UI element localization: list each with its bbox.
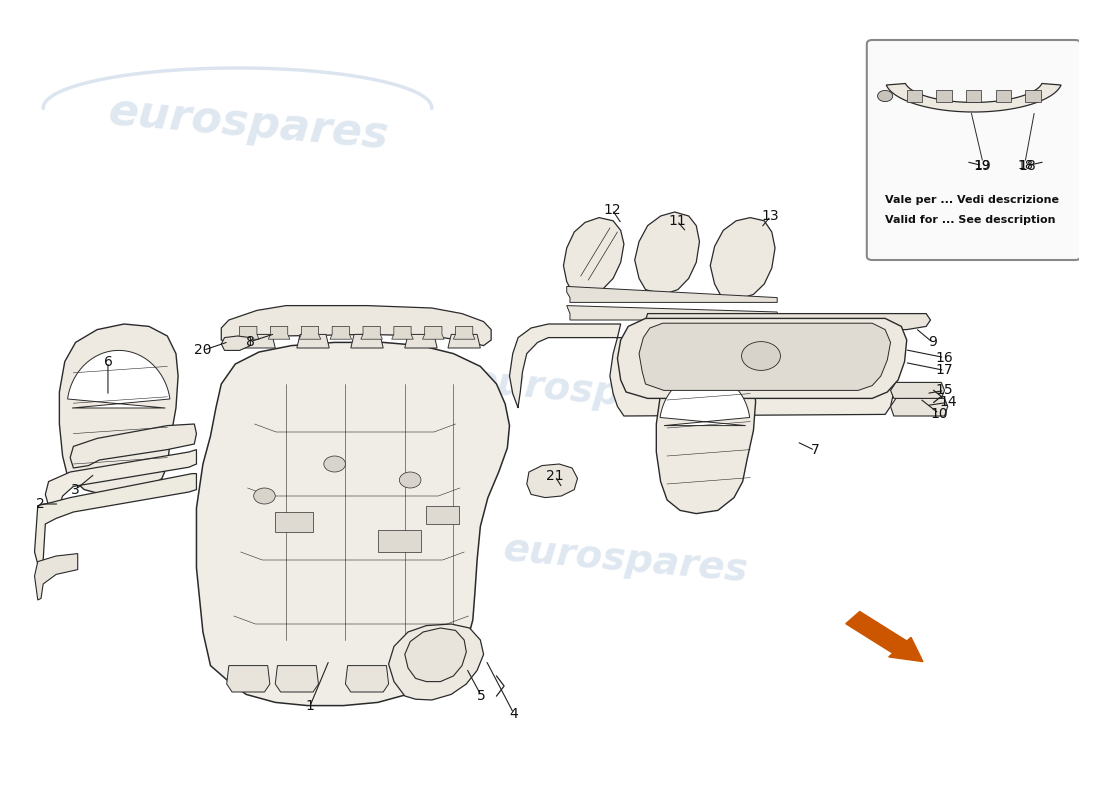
Bar	[377, 530, 421, 552]
Polygon shape	[887, 83, 1062, 112]
Circle shape	[878, 90, 893, 102]
Polygon shape	[227, 666, 270, 692]
Bar	[1025, 90, 1041, 102]
FancyArrow shape	[846, 611, 923, 662]
Polygon shape	[361, 326, 383, 339]
Polygon shape	[197, 342, 509, 706]
Bar	[427, 506, 459, 524]
Circle shape	[399, 472, 421, 488]
Text: 18: 18	[1019, 158, 1036, 173]
Text: Valid for ... See description: Valid for ... See description	[886, 215, 1056, 225]
Polygon shape	[297, 334, 329, 348]
Text: 10: 10	[931, 406, 948, 421]
Circle shape	[741, 342, 780, 370]
Polygon shape	[639, 323, 891, 390]
Polygon shape	[566, 286, 778, 302]
Polygon shape	[351, 334, 383, 348]
Bar	[906, 90, 922, 102]
Polygon shape	[566, 306, 778, 320]
Text: 13: 13	[762, 209, 780, 223]
Polygon shape	[243, 334, 275, 348]
Text: eurospares: eurospares	[470, 362, 718, 422]
Text: 15: 15	[936, 383, 954, 398]
Text: 8: 8	[246, 334, 255, 349]
Circle shape	[254, 488, 275, 504]
Text: eurospares: eurospares	[502, 530, 750, 590]
Polygon shape	[45, 450, 197, 506]
Polygon shape	[392, 326, 414, 339]
Text: 17: 17	[936, 363, 954, 378]
Text: 21: 21	[546, 469, 563, 483]
Polygon shape	[59, 324, 178, 494]
Text: 16: 16	[936, 350, 954, 365]
Text: Vale per ... Vedi descrizione: Vale per ... Vedi descrizione	[886, 195, 1059, 205]
Polygon shape	[646, 314, 931, 330]
Text: 12: 12	[603, 202, 620, 217]
Polygon shape	[34, 474, 197, 564]
Polygon shape	[221, 306, 491, 346]
Polygon shape	[711, 218, 776, 300]
Polygon shape	[221, 336, 251, 350]
Text: 19: 19	[975, 159, 990, 172]
Text: 9: 9	[928, 335, 937, 350]
Polygon shape	[405, 334, 437, 348]
Polygon shape	[660, 374, 750, 426]
Polygon shape	[238, 326, 260, 339]
Polygon shape	[34, 554, 78, 600]
Bar	[936, 90, 952, 102]
Text: 4: 4	[509, 706, 518, 721]
Polygon shape	[635, 212, 700, 294]
Text: 18: 18	[1018, 159, 1033, 172]
Polygon shape	[509, 324, 894, 416]
Bar	[966, 90, 981, 102]
Polygon shape	[399, 666, 442, 692]
Polygon shape	[422, 326, 444, 339]
Polygon shape	[563, 218, 624, 294]
Circle shape	[323, 456, 345, 472]
Polygon shape	[268, 326, 290, 339]
Polygon shape	[70, 424, 197, 468]
Polygon shape	[299, 326, 321, 339]
Text: 1: 1	[306, 699, 315, 714]
Text: 2: 2	[35, 497, 44, 511]
FancyBboxPatch shape	[867, 40, 1080, 260]
Bar	[275, 512, 314, 532]
Polygon shape	[67, 350, 169, 408]
Polygon shape	[527, 464, 578, 498]
Text: 5: 5	[477, 689, 486, 703]
Polygon shape	[891, 382, 945, 398]
Text: 20: 20	[195, 343, 211, 358]
Polygon shape	[617, 318, 906, 398]
Polygon shape	[405, 628, 466, 682]
Bar	[996, 90, 1011, 102]
Polygon shape	[448, 334, 481, 348]
Polygon shape	[657, 350, 756, 514]
Polygon shape	[330, 326, 352, 339]
Text: 14: 14	[939, 395, 957, 410]
Polygon shape	[388, 624, 484, 700]
Text: 7: 7	[811, 443, 819, 458]
Polygon shape	[275, 666, 318, 692]
Polygon shape	[453, 326, 475, 339]
Text: 19: 19	[974, 158, 991, 173]
Polygon shape	[891, 398, 948, 416]
Text: 3: 3	[72, 482, 80, 497]
Text: 11: 11	[668, 214, 685, 228]
Text: eurospares: eurospares	[107, 90, 390, 158]
Polygon shape	[345, 666, 388, 692]
Text: 6: 6	[103, 354, 112, 369]
